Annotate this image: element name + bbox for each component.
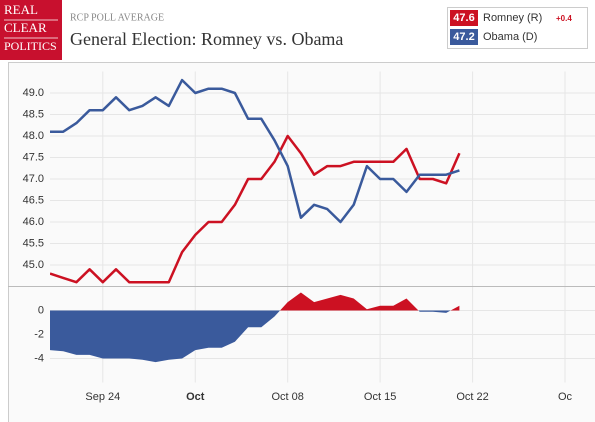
legend-value: 47.6 (453, 12, 474, 24)
y-tick-label: 46.0 (23, 216, 44, 228)
x-tick-label: Oct (186, 391, 205, 403)
y-tick-label: -4 (34, 352, 44, 364)
x-tick-label: Oc (558, 391, 573, 403)
series-line (50, 78, 460, 224)
legend-value: 47.2 (453, 31, 474, 43)
legend-swatch (450, 29, 478, 45)
y-tick-label: 47.0 (23, 173, 44, 185)
logo-text: REAL (4, 2, 38, 17)
y-tick-label: 0 (38, 304, 44, 316)
legend-label: Obama (D) (483, 31, 537, 43)
logo (0, 0, 62, 60)
series-line (50, 134, 461, 284)
y-tick-label: 49.0 (23, 87, 44, 99)
logo-text: POLITICS (4, 39, 57, 53)
y-tick-label: 48.0 (23, 130, 44, 142)
chart-frame (8, 62, 595, 422)
y-tick-label: 47.5 (23, 151, 44, 163)
legend-swatch (450, 10, 478, 26)
legend-change: +0.4 (556, 14, 572, 23)
spread-area (50, 292, 460, 363)
y-tick-label: 45.0 (23, 259, 44, 271)
kicker: RCP POLL AVERAGE (70, 12, 164, 23)
chart-title: General Election: Romney vs. Obama (70, 29, 343, 49)
logo-text: CLEAR (4, 20, 47, 35)
x-tick-label: Oct 15 (364, 391, 396, 403)
x-tick-label: Sep 24 (85, 391, 120, 403)
x-tick-label: Oct 22 (456, 391, 488, 403)
y-tick-label: -2 (34, 328, 44, 340)
y-tick-label: 46.5 (23, 194, 44, 206)
legend-label: Romney (R) (483, 12, 542, 24)
x-tick-label: Oct 08 (271, 391, 303, 403)
y-tick-label: 48.5 (23, 108, 44, 120)
y-tick-label: 45.5 (23, 237, 44, 249)
